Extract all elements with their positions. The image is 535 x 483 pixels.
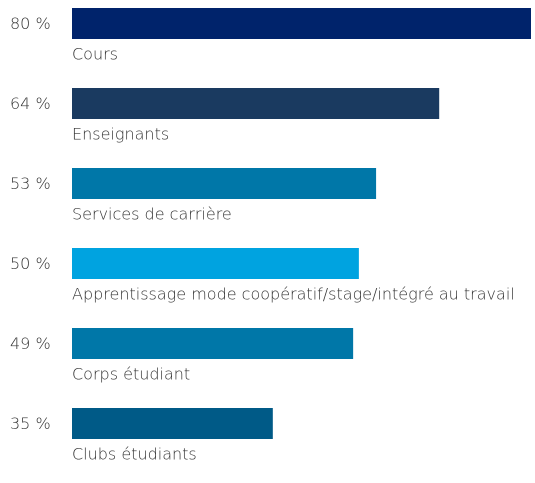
value-label: 35 % bbox=[10, 414, 51, 433]
value-label: 64 % bbox=[10, 94, 51, 113]
bar bbox=[72, 168, 377, 199]
category-label: Apprentissage mode coopératif/stage/inté… bbox=[72, 285, 515, 304]
bar bbox=[72, 88, 440, 119]
bar bbox=[72, 408, 273, 439]
value-label: 49 % bbox=[10, 334, 51, 353]
category-label: Cours bbox=[72, 45, 118, 64]
bar bbox=[72, 8, 531, 39]
value-label: 80 % bbox=[10, 14, 51, 33]
category-label: Services de carrière bbox=[72, 205, 232, 224]
bar bbox=[72, 248, 359, 279]
value-label: 50 % bbox=[10, 254, 51, 273]
category-label: Clubs étudiants bbox=[72, 445, 197, 464]
value-label: 53 % bbox=[10, 174, 51, 193]
category-label: Enseignants bbox=[72, 125, 169, 144]
bar bbox=[72, 328, 354, 359]
category-label: Corps étudiant bbox=[72, 365, 190, 384]
